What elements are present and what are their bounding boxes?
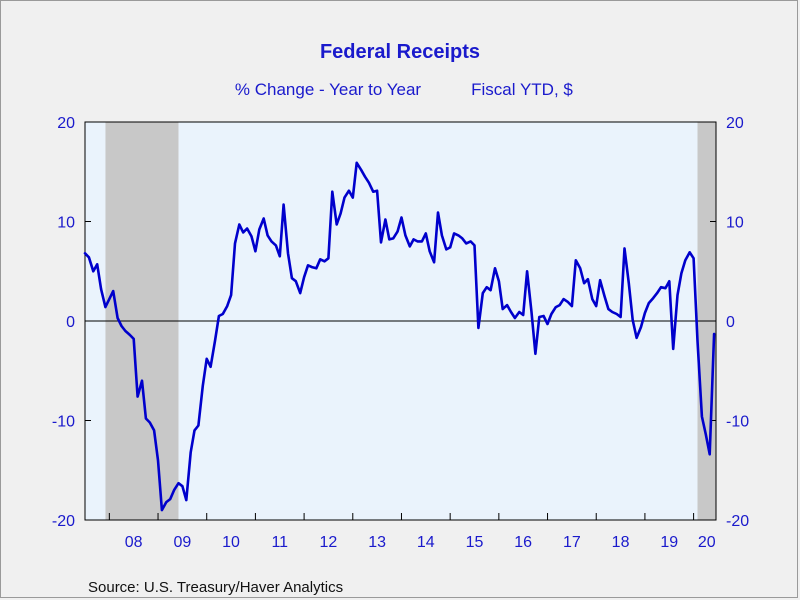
y-tick-label-right: -10 [726, 414, 749, 431]
source-note: Source: U.S. Treasury/Haver Analytics [88, 579, 343, 596]
x-tick-label: 10 [222, 534, 240, 551]
y-tick-label-right: 10 [726, 215, 744, 232]
y-tick-label-left: 10 [57, 215, 75, 232]
plot-area: 20 20 10 10 0 0 -10 -10 -20 -20 08 09 10 11 12 13 14 15 16… [52, 115, 749, 551]
x-tick-label: 19 [660, 534, 678, 551]
chart-subtitle-left: % Change - Year to Year [235, 80, 422, 99]
series-line-1 [83, 161, 716, 512]
x-tick-label: 17 [563, 534, 581, 551]
x-tick-label: 11 [271, 534, 288, 551]
x-tick-label: 13 [368, 534, 386, 551]
y-tick-label-left: -10 [52, 414, 75, 431]
x-tick-label: 08 [125, 534, 143, 551]
x-tick-label: 09 [173, 534, 191, 551]
y-tick-label-right: -20 [726, 513, 749, 530]
x-tick-label: 16 [514, 534, 532, 551]
x-tick-label: 14 [417, 534, 435, 551]
y-tick-label-left: 0 [66, 314, 75, 331]
x-tick-label: 18 [612, 534, 630, 551]
x-tick-label: 12 [320, 534, 338, 551]
y-tick-label-right: 0 [726, 314, 735, 331]
y-tick-label-right: 20 [726, 115, 744, 132]
x-tick-label: 15 [466, 534, 484, 551]
x-tick-label: 20 [698, 534, 716, 551]
y-tick-label-left: -20 [52, 513, 75, 530]
y-tick-label-left: 20 [57, 115, 75, 132]
chart-title: Federal Receipts [320, 41, 480, 63]
chart-subtitle-right: Fiscal YTD, $ [471, 80, 573, 99]
